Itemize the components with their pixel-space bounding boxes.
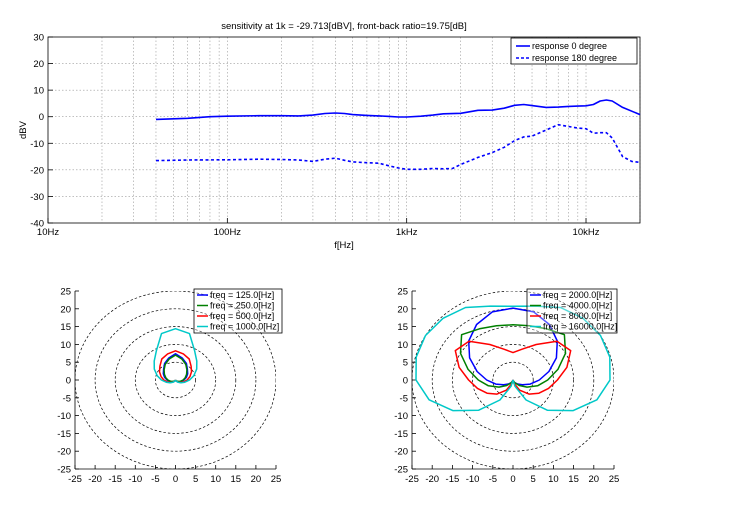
legend: response 0 degree response 180 degree (510, 37, 638, 65)
legend-box (526, 288, 618, 334)
polar-series-1 (459, 324, 567, 388)
y-tick-label: -5 (400, 393, 408, 404)
y-axis-label: dBV (18, 120, 29, 139)
x-tick-label: -15 (108, 474, 122, 485)
series-line-response-180-degree (155, 123, 641, 171)
legend-label: freq = 125.0[Hz] (210, 290, 274, 300)
x-tick-label: -5 (489, 474, 497, 485)
x-tick-label: -20 (425, 474, 439, 485)
x-tick-label: -10 (128, 474, 142, 485)
y-tick-label: -10 (57, 411, 71, 422)
y-tick-label: 10 (60, 340, 71, 351)
polar-series-3 (415, 305, 611, 412)
y-tick-label: 0 (39, 112, 44, 123)
y-tick-label: 20 (33, 59, 44, 70)
y-tick-label: 0 (403, 376, 408, 387)
legend-label: freq = 4000.0[Hz] (543, 301, 612, 311)
chart-title: sensitivity at 1k = -29.713[dBV], front-… (221, 21, 467, 32)
x-tick-label: -25 (68, 474, 82, 485)
x-tick-label: 0 (510, 474, 515, 485)
legend: freq = 125.0[Hz]freq = 250.0[Hz]freq = 5… (193, 288, 283, 334)
y-tick-label: 15 (60, 322, 71, 333)
y-tick-label: -15 (394, 429, 408, 440)
y-tick-label: 5 (403, 358, 408, 369)
x-tick-label: 1kHz (396, 227, 418, 238)
y-tick-label: 25 (60, 287, 71, 298)
y-tick-label: -20 (57, 447, 71, 458)
x-axis-label: f[Hz] (334, 240, 354, 251)
y-tick-label: 25 (397, 287, 408, 298)
y-tick-label: -10 (30, 139, 44, 150)
legend-label: freq = 1000.0[Hz] (210, 322, 279, 332)
legend-label: freq = 250.0[Hz] (210, 301, 274, 311)
frequency-response-chart: -40 -30 -20 -10 0 10 20 30 10Hz 100Hz 1kHz 10kHz sen… (18, 21, 641, 251)
y-tick-label: -25 (394, 465, 408, 476)
y-tick-label: -5 (63, 393, 71, 404)
x-tick-label: 0 (173, 474, 178, 485)
legend: freq = 2000.0[Hz]freq = 4000.0[Hz]freq =… (526, 288, 618, 334)
polar-ring (155, 361, 196, 399)
polar-ring (472, 344, 554, 416)
polar-ring (134, 344, 217, 416)
y-tick-label: -20 (394, 447, 408, 458)
y-tick-label: -40 (30, 219, 44, 230)
y-tick-label: 10 (397, 340, 408, 351)
y-tick-label: 20 (60, 304, 71, 315)
y-tick-label: 10 (33, 86, 44, 97)
series-line-response-0-degree (155, 99, 641, 121)
polar-ring (492, 361, 534, 399)
y-tick-label: -10 (394, 411, 408, 422)
legend-label: freq = 2000.0[Hz] (543, 290, 612, 300)
x-tick-label: 10 (548, 474, 559, 485)
x-tick-label: 15 (568, 474, 579, 485)
x-tick-label: 25 (609, 474, 620, 485)
y-tick-label: -15 (57, 429, 71, 440)
legend-box (193, 288, 283, 334)
y-tick-label: 0 (66, 376, 71, 387)
y-tick-label: 5 (66, 358, 71, 369)
polar-ring (452, 326, 574, 434)
legend-label: freq = 500.0[Hz] (210, 311, 274, 321)
polar-series-2 (454, 340, 572, 395)
y-tick-label: -30 (30, 192, 44, 203)
polar-rings (75, 291, 276, 469)
x-tick-label: 5 (531, 474, 536, 485)
y-tick-label: -20 (30, 165, 44, 176)
x-tick-label: -5 (151, 474, 159, 485)
polar-ring (114, 326, 237, 434)
polar-chart-low-frequencies: -25 -20 -15 -10 -5 0 5 10 15 20 25 -25 -20 -15 -10 -5 0 5… (57, 287, 283, 485)
x-tick-label: 20 (251, 474, 262, 485)
x-tick-label: 5 (193, 474, 198, 485)
y-tick-label: 30 (33, 33, 44, 44)
y-tick-label: 15 (397, 322, 408, 333)
x-tick-label: -25 (405, 474, 419, 485)
polar-series-0 (467, 307, 559, 386)
x-tick-label: -10 (466, 474, 480, 485)
y-tick-label: -25 (57, 465, 71, 476)
x-tick-label: 100Hz (214, 227, 242, 238)
legend-label: freq = 16000.0[Hz] (543, 322, 617, 332)
legend-label: response 0 degree (532, 41, 607, 51)
x-tick-label: 25 (271, 474, 282, 485)
x-tick-label: 10kHz (573, 227, 600, 238)
legend-label: response 180 degree (532, 53, 617, 63)
x-tick-label: 15 (231, 474, 242, 485)
polar-series-3 (153, 327, 198, 384)
legend-label: freq = 8000.0[Hz] (543, 311, 612, 321)
polar-ring (94, 308, 257, 452)
polar-chart-high-frequencies: -25 -20 -15 -10 -5 0 5 10 15 20 25 -25 -20 -15 -10 -5 0 5… (394, 287, 619, 486)
plot-frame (47, 36, 641, 224)
x-tick-label: -20 (88, 474, 102, 485)
x-tick-label: -15 (446, 474, 460, 485)
y-tick-label: 20 (397, 304, 408, 315)
x-tick-label: 10Hz (37, 227, 59, 238)
x-tick-label: 10 (210, 474, 221, 485)
legend-box (510, 37, 638, 65)
x-tick-label: 20 (589, 474, 600, 485)
